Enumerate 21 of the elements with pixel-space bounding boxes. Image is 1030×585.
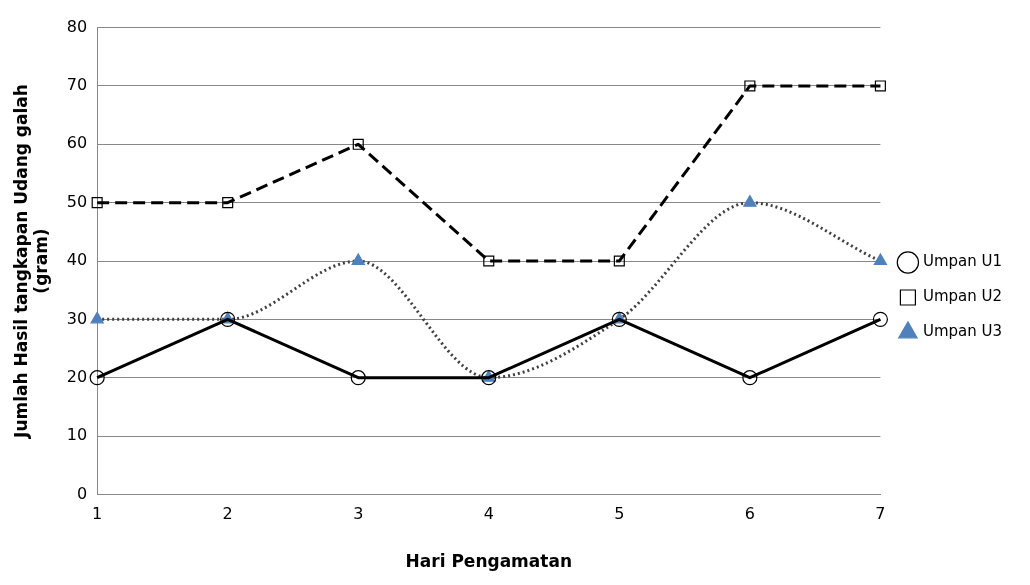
legend-label: Umpan U1 xyxy=(922,252,1003,271)
y-tick-label: 30 xyxy=(66,308,88,328)
y-tick-label: 50 xyxy=(66,191,88,211)
y-axis-title: Jumlah Hasil tangkapan Udang galah (gram) xyxy=(10,84,52,439)
x-tick-label: 1 xyxy=(92,504,103,524)
y-tick-label: 80 xyxy=(66,16,88,36)
y-tick-label: 70 xyxy=(66,75,88,95)
x-tick-label: 7 xyxy=(875,504,886,524)
x-tick-label: 2 xyxy=(222,504,233,524)
legend-label: Umpan U2 xyxy=(922,287,1003,306)
y-tick-label: 0 xyxy=(76,483,88,503)
y-tick-label: 40 xyxy=(66,250,88,270)
y-tick-label: 20 xyxy=(66,366,88,386)
y-tick-label: 10 xyxy=(66,425,88,445)
x-tick-label: 4 xyxy=(483,504,494,524)
x-axis-title: Hari Pengamatan xyxy=(405,551,573,572)
y-tick-label: 60 xyxy=(66,133,88,153)
legend-label: Umpan U3 xyxy=(922,322,1003,341)
x-tick-label: 6 xyxy=(744,504,755,524)
x-tick-label: 3 xyxy=(353,504,364,524)
x-tick-label: 5 xyxy=(614,504,625,524)
